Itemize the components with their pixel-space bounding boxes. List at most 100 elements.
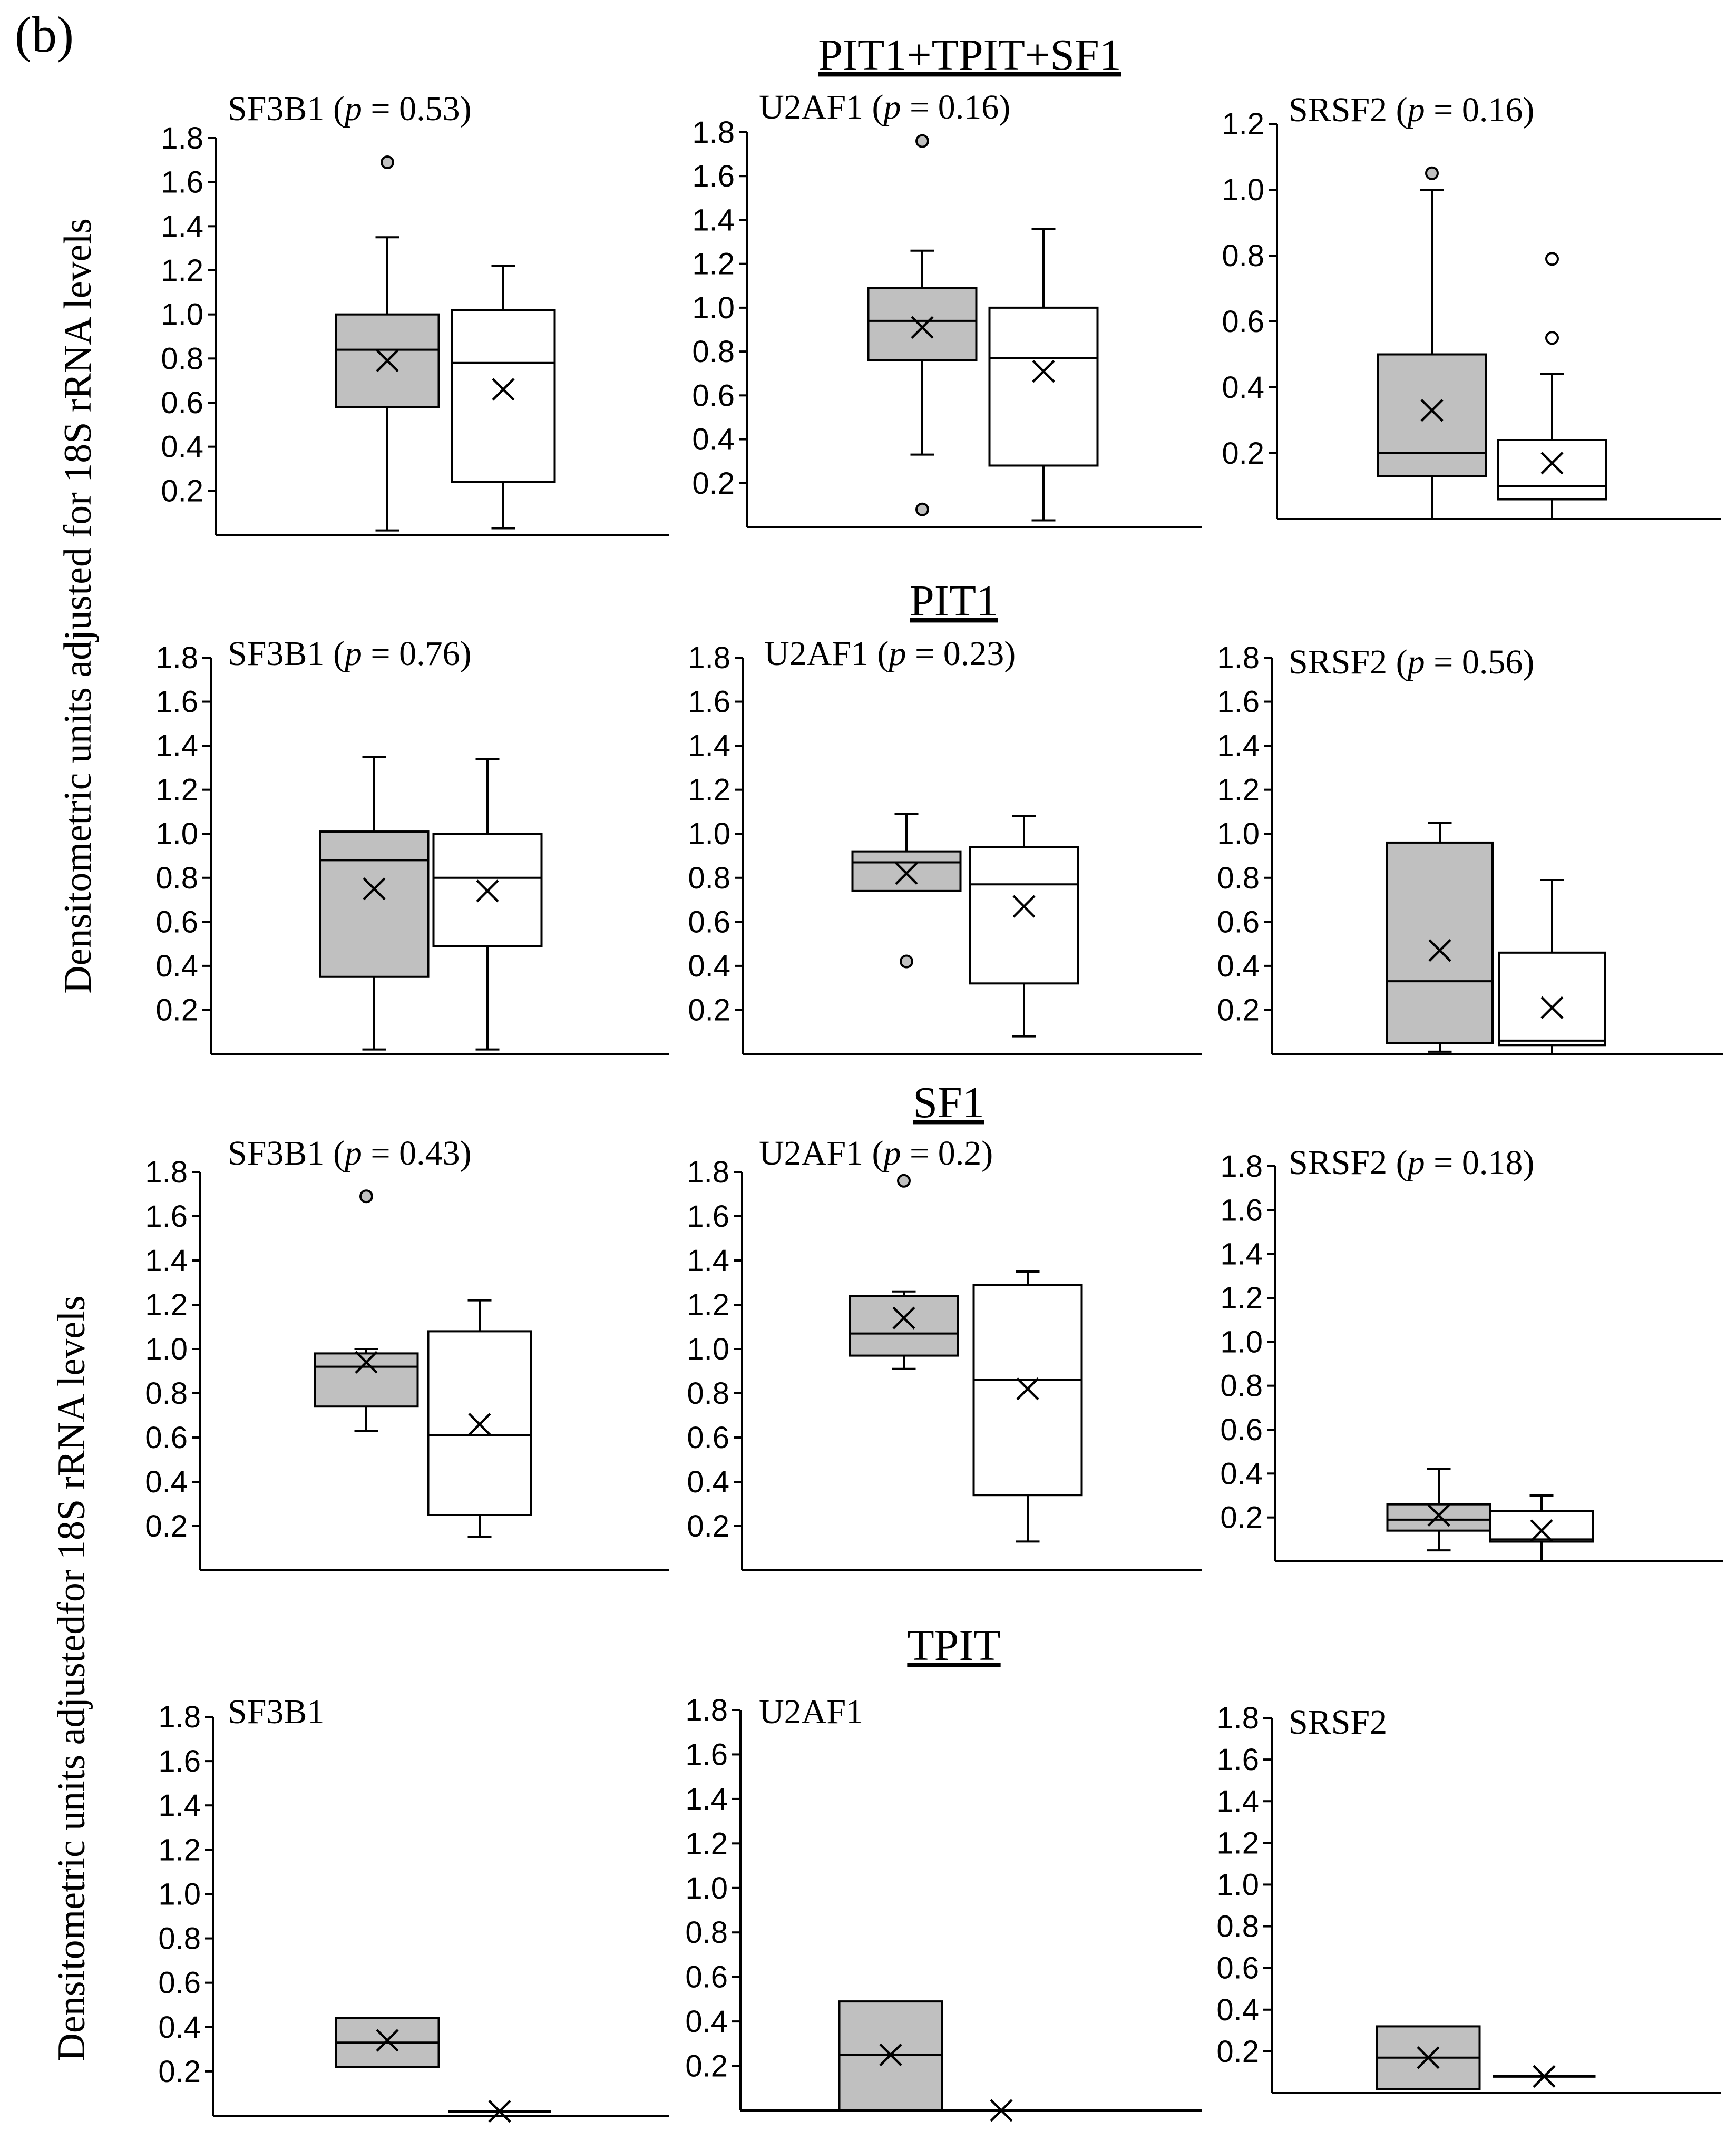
mean-marker bbox=[1417, 2046, 1440, 2069]
y-tick-label: 1.6 bbox=[692, 159, 735, 193]
y-tick-label: 1.6 bbox=[1217, 685, 1260, 719]
y-tick-label: 0.6 bbox=[1217, 905, 1260, 939]
y-tick-label: 0.4 bbox=[145, 1465, 188, 1499]
y-tick-label: 0.4 bbox=[688, 949, 730, 983]
outlier-point bbox=[1425, 166, 1439, 180]
p-symbol: p bbox=[343, 634, 362, 673]
y-tick-label: 0.6 bbox=[158, 1966, 201, 2000]
y-tick-label: 1.8 bbox=[1217, 641, 1260, 675]
y-tick-label: 0.6 bbox=[155, 905, 198, 939]
y-tick-label: 1.2 bbox=[1220, 1281, 1263, 1315]
y-tick-label: 1.4 bbox=[687, 1244, 729, 1278]
y-tick-label: 0.8 bbox=[158, 1922, 201, 1956]
y-tick-label: 1.6 bbox=[155, 685, 198, 719]
p-open: ( bbox=[869, 634, 889, 673]
y-tick-label: 0.6 bbox=[1222, 305, 1264, 339]
y-tick-label: 0.4 bbox=[1216, 1993, 1259, 2027]
panel-srsf2: 0.2 0.4 0.6 0.8 1.0 1.2 1.4 1.6 1.8 SRSF2 (p = 0.… bbox=[1220, 1143, 1723, 1562]
box-gray bbox=[851, 813, 962, 969]
group-title: SF1 bbox=[913, 1078, 984, 1127]
y-tick-label: 1.4 bbox=[155, 729, 198, 763]
p-open: ( bbox=[1387, 643, 1407, 681]
y-tick-label: 0.4 bbox=[155, 949, 198, 983]
iqr-box bbox=[988, 306, 1099, 467]
y-tick-label: 0.8 bbox=[692, 335, 735, 369]
box-gray bbox=[335, 2017, 440, 2068]
mean-marker bbox=[1012, 895, 1036, 918]
panel-title: SF3B1 (p = 0.53) bbox=[228, 90, 472, 128]
gene-name: SRSF2 bbox=[1289, 91, 1387, 129]
panel-title: SRSF2 bbox=[1289, 1703, 1387, 1742]
y-tick-label: 1.0 bbox=[155, 817, 198, 851]
panel-srsf2: 0.2 0.4 0.6 0.8 1.0 1.2 SRSF2 (p = 0.16) bbox=[1222, 91, 1721, 520]
y-tick-label: 0.6 bbox=[1220, 1413, 1263, 1447]
y-tick-label: 1.4 bbox=[688, 729, 730, 763]
y-tick-label: 0.4 bbox=[161, 430, 203, 464]
p-symbol: p bbox=[1406, 1143, 1425, 1182]
y-tick-label: 0.2 bbox=[1217, 993, 1260, 1027]
panel-u2af1: 0.2 0.4 0.6 0.8 1.0 1.2 1.4 1.6 1.8 U2AF1 (p = 0.… bbox=[687, 1134, 1202, 1571]
p-symbol: p bbox=[1406, 643, 1425, 681]
y-tick-label: 1.0 bbox=[1220, 1325, 1263, 1359]
outlier-point bbox=[900, 954, 913, 969]
p-value: = 0.53) bbox=[362, 90, 472, 128]
box-white bbox=[988, 228, 1099, 522]
gene-name: SRSF2 bbox=[1289, 1703, 1387, 1742]
y-axis-label-bottom: Densitometric units adjustedfor 18S rRNA… bbox=[50, 1295, 93, 2061]
p-value: = 0.18) bbox=[1425, 1143, 1535, 1182]
panel-u2af1: 0.2 0.4 0.6 0.8 1.0 1.2 1.4 1.6 1.8 U2AF1 (p = 0.… bbox=[692, 88, 1202, 528]
iqr-box bbox=[1498, 951, 1606, 1047]
box-white bbox=[432, 758, 543, 1051]
group-pit1-tpit-sf1: PIT1+TPIT+SF1 0.2 0.4 0.6 0.8 1.0 1.2 1.4 1.6 1.8… bbox=[161, 31, 1721, 536]
y-tick-label: 1.4 bbox=[685, 1782, 728, 1816]
y-tick-label: 1.2 bbox=[1216, 1826, 1259, 1860]
panel-label: (b) bbox=[15, 6, 74, 63]
p-value: = 0.43) bbox=[362, 1134, 472, 1172]
y-tick-label: 0.2 bbox=[158, 2055, 201, 2089]
y-tick-label: 0.6 bbox=[161, 386, 203, 420]
mean-marker bbox=[1533, 2065, 1556, 2088]
mean-marker bbox=[376, 349, 399, 373]
y-tick-label: 1.2 bbox=[1217, 773, 1260, 807]
y-tick-label: 0.8 bbox=[688, 861, 730, 895]
panel-title: U2AF1 (p = 0.23) bbox=[764, 634, 1016, 673]
y-tick-label: 1.6 bbox=[685, 1737, 728, 1772]
y-tick-label: 1.0 bbox=[158, 1877, 201, 1911]
charts-layer: PIT1+TPIT+SF1 0.2 0.4 0.6 0.8 1.0 1.2 1.4 1.6 1.8… bbox=[145, 31, 1723, 2123]
y-tick-label: 0.2 bbox=[161, 474, 203, 508]
outlier-point bbox=[897, 1174, 911, 1188]
group-title: PIT1 bbox=[910, 576, 998, 625]
box-white bbox=[1493, 2065, 1596, 2088]
mean-marker bbox=[492, 378, 515, 401]
y-tick-label: 1.8 bbox=[155, 641, 198, 675]
box-white bbox=[1489, 1494, 1594, 1562]
p-value: = 0.56) bbox=[1425, 643, 1535, 681]
outlier-point bbox=[1545, 252, 1559, 266]
gene-name: U2AF1 bbox=[759, 88, 863, 126]
y-tick-label: 0.2 bbox=[692, 466, 735, 501]
y-tick-label: 0.8 bbox=[1216, 1910, 1259, 1944]
y-tick-label: 1.8 bbox=[161, 121, 203, 155]
panel-srsf2: 0.2 0.4 0.6 0.8 1.0 1.2 1.4 1.6 1.8 SRSF2 bbox=[1216, 1701, 1721, 2094]
mean-marker bbox=[895, 862, 918, 885]
p-open: ( bbox=[1387, 1143, 1407, 1182]
y-tick-label: 1.4 bbox=[1220, 1237, 1263, 1272]
y-tick-label: 1.0 bbox=[685, 1871, 728, 1905]
panel-sf3b1: 0.2 0.4 0.6 0.8 1.0 1.2 1.4 1.6 1.8 SF3B1 (p = 0.… bbox=[161, 90, 669, 536]
outlier-point bbox=[359, 1189, 373, 1204]
panel-title: U2AF1 (p = 0.2) bbox=[759, 1134, 993, 1172]
y-tick-label: 0.6 bbox=[145, 1421, 188, 1455]
mean-marker bbox=[879, 2043, 902, 2067]
box-white bbox=[451, 265, 556, 530]
y-tick-label: 0.8 bbox=[161, 341, 203, 376]
y-tick-label: 1.8 bbox=[1220, 1149, 1263, 1184]
y-tick-label: 1.8 bbox=[692, 115, 735, 150]
y-tick-label: 0.8 bbox=[145, 1376, 188, 1411]
p-symbol: p bbox=[882, 88, 901, 126]
iqr-box bbox=[1386, 1503, 1491, 1532]
p-symbol: p bbox=[882, 1134, 901, 1172]
outlier-point bbox=[915, 134, 929, 148]
iqr-box bbox=[319, 830, 430, 978]
p-value: = 0.16) bbox=[901, 88, 1011, 126]
